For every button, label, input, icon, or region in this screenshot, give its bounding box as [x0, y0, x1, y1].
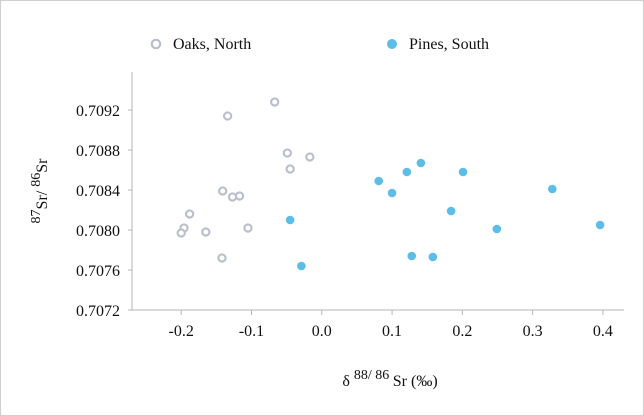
legend-marker: [387, 39, 397, 49]
legend-entry: Oaks, North: [150, 36, 251, 53]
y-tick-label: 0.7084: [76, 183, 120, 200]
legend-label: Oaks, North: [173, 36, 251, 53]
x-tick-label: 0.2: [452, 323, 472, 340]
data-point: [218, 186, 228, 196]
data-point: [184, 209, 195, 219]
data-point: [282, 148, 292, 158]
data-point: [548, 184, 557, 194]
data-point: [305, 152, 315, 162]
legend: Oaks, North Pines, South: [150, 36, 489, 53]
data-point: [492, 224, 502, 234]
x-tick-label: 0.1: [382, 323, 402, 340]
data-point: [428, 252, 438, 262]
data-point: [270, 97, 280, 107]
x-tick-label: 0.4: [593, 323, 613, 340]
data-point: [595, 220, 605, 230]
y-tick-label: 0.7088: [76, 143, 120, 160]
data-point: [201, 227, 211, 237]
y-axis-label: 87Sr/ 86Sr: [29, 158, 52, 224]
data-point: [285, 215, 295, 225]
y-tick-label: 0.7092: [76, 103, 120, 120]
x-tick-label: -0.1: [239, 323, 264, 340]
data-point: [243, 223, 253, 233]
data-point: [227, 192, 238, 202]
data-point: [297, 261, 306, 271]
legend-entry: Pines, South: [387, 36, 489, 53]
x-tick-label: 0.0: [312, 323, 332, 340]
y-tick-label: 0.7076: [76, 263, 120, 280]
data-point: [176, 228, 186, 238]
x-tick-label: -0.2: [169, 323, 194, 340]
data-point: [217, 253, 227, 263]
data-point: [458, 167, 468, 177]
y-tick-label: 0.7080: [76, 223, 120, 240]
data-point: [407, 251, 417, 261]
x-tick-label: 0.3: [523, 323, 543, 340]
data-point: [387, 188, 397, 198]
axes: 0.7072 0.7076 0.7080 0.7084 0.7088 0.7092 -0.2…: [76, 72, 624, 340]
legend-marker: [150, 38, 162, 50]
data-point: [374, 176, 384, 186]
data-point: [446, 206, 456, 216]
legend-label: Pines, South: [409, 36, 489, 53]
y-tick-label: 0.7072: [76, 303, 120, 320]
x-axis-label: δ 88/ 86 Sr (‰): [342, 368, 437, 391]
data-points: [176, 97, 605, 271]
data-point: [416, 158, 426, 168]
data-point: [222, 111, 233, 121]
data-point: [402, 167, 412, 177]
data-point: [285, 164, 295, 174]
